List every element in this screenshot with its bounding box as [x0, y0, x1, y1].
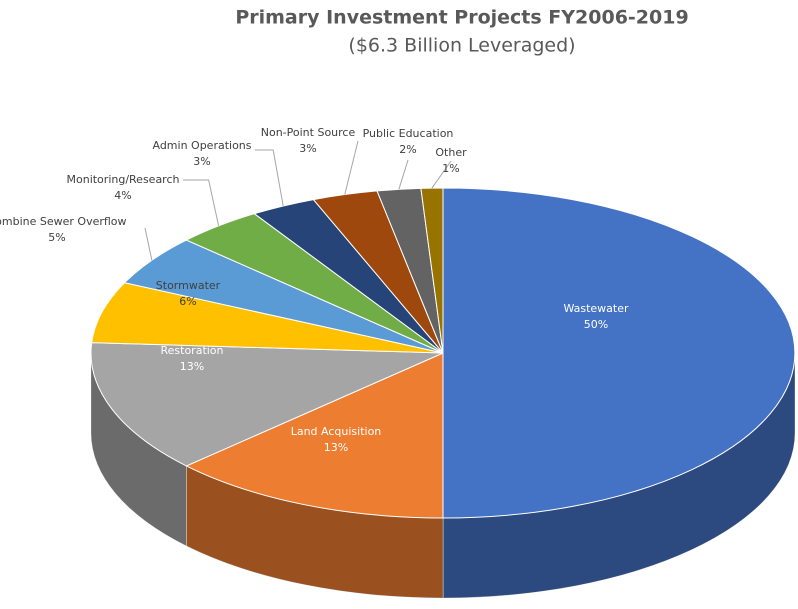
- value-label: 2%: [399, 143, 416, 156]
- slice-label: Public Education: [363, 127, 454, 140]
- value-label: 5%: [48, 231, 65, 244]
- value-label: 50%: [584, 318, 608, 331]
- slice: [91, 282, 444, 354]
- value-label: 1%: [442, 162, 459, 175]
- slice-label: Land Acquisition: [291, 425, 382, 438]
- leader-line: [255, 149, 284, 207]
- slice-label: Combine Sewer Overflow: [0, 215, 127, 228]
- slice-label: Other: [435, 146, 467, 159]
- leader-line: [144, 227, 153, 261]
- slice-side-shade: [186, 465, 443, 598]
- leader-line: [344, 140, 359, 195]
- leader-line: [183, 179, 220, 226]
- leader-line: [398, 159, 409, 190]
- slice-side-shade: [91, 353, 187, 546]
- slice-label: Monitoring/Research: [67, 173, 180, 186]
- value-label: 13%: [324, 441, 348, 454]
- slice: [420, 187, 444, 354]
- slice-label: Admin Operations: [152, 139, 251, 152]
- slice-label: Non-Point Source: [261, 126, 356, 139]
- slice-label: Restoration: [160, 344, 223, 357]
- slice-label: Stormwater: [156, 279, 221, 292]
- slice: [185, 352, 444, 519]
- slice: [442, 187, 796, 519]
- slice-side-shade: [443, 353, 795, 598]
- value-label: 3%: [299, 142, 316, 155]
- chart-title: Primary Investment Projects FY2006-2019: [235, 7, 688, 29]
- slice-label: Wastewater: [563, 302, 629, 315]
- value-label: 3%: [193, 155, 210, 168]
- value-label: 6%: [179, 295, 196, 308]
- chart-subtitle: ($6.3 Billion Leveraged): [348, 35, 575, 57]
- leader-line: [431, 160, 452, 189]
- value-label: 4%: [114, 189, 131, 202]
- slice: [90, 342, 444, 467]
- value-label: 13%: [180, 360, 204, 373]
